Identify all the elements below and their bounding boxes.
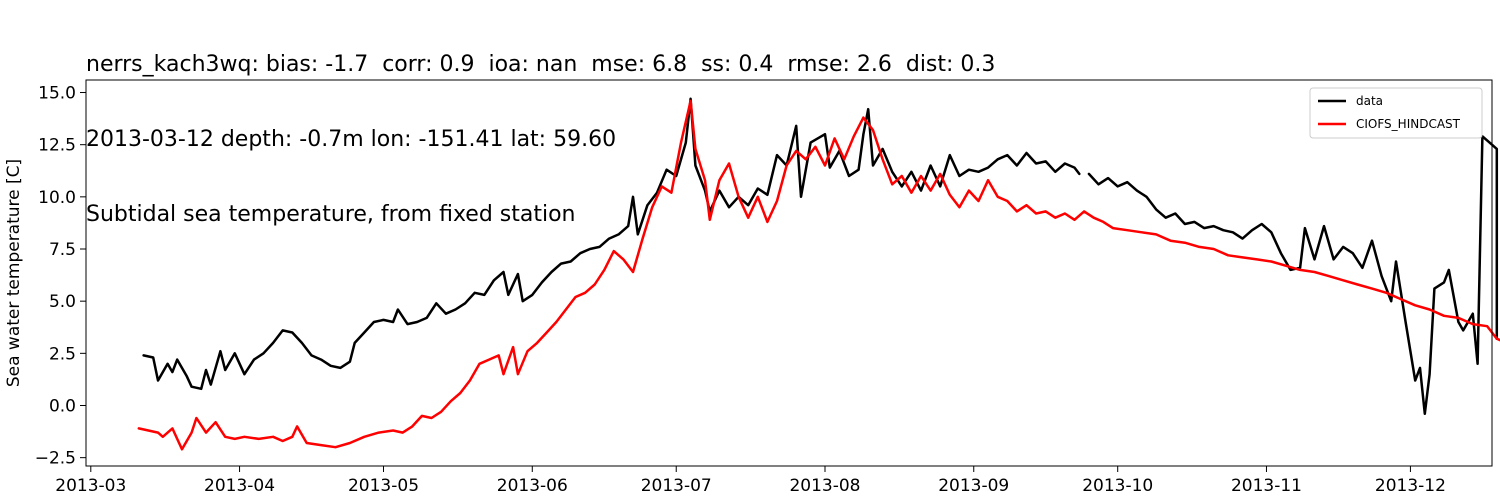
x-tick-label: 2013-11	[1231, 476, 1302, 496]
x-tick-label: 2013-05	[348, 476, 419, 496]
y-axis: −2.5 0.0 2.5 5.0 7.5 10.0 12.5 15.0	[35, 84, 86, 469]
series-line-data-segment-1	[142, 97, 1081, 391]
y-tick-label: 2.5	[49, 344, 76, 364]
legend-label: data	[1356, 94, 1383, 108]
x-tick-label: 2013-08	[789, 476, 860, 496]
title-line-stats: nerrs_kach3wq: bias: -1.7 corr: 0.9 ioa:…	[86, 52, 996, 77]
title-line-station: 2013-03-12 depth: -0.7m lon: -151.41 lat…	[86, 127, 617, 152]
x-axis: 2013-03 2013-04 2013-05 2013-06 2013-07 2013-…	[55, 466, 1446, 496]
y-tick-label: 15.0	[38, 84, 76, 104]
plot-frame	[85, 79, 1493, 467]
y-tick-label: 12.5	[38, 136, 76, 156]
legend: data CIOFS_HINDCAST	[1309, 87, 1483, 139]
y-tick-label: 0.0	[49, 396, 76, 416]
x-tick-label: 2013-10	[1082, 476, 1153, 496]
series-line-data-segment-2	[1087, 135, 1499, 416]
legend-box	[1309, 87, 1483, 139]
x-tick-label: 2013-12	[1375, 476, 1446, 496]
y-tick-label: 10.0	[38, 188, 76, 208]
chart-title: nerrs_kach3wq: bias: -1.7 corr: 0.9 ioa:…	[86, 2, 995, 252]
y-tick-label: 7.5	[49, 240, 76, 260]
legend-label: CIOFS_HINDCAST	[1356, 117, 1461, 131]
series-layer	[137, 97, 1500, 451]
series-line-ciofs-hindcast-segment-1	[137, 99, 1500, 451]
x-tick-label: 2013-03	[55, 476, 126, 496]
x-tick-label: 2013-09	[938, 476, 1009, 496]
x-tick-label: 2013-06	[497, 476, 568, 496]
y-tick-label: 5.0	[49, 292, 76, 312]
x-tick-label: 2013-07	[641, 476, 712, 496]
y-axis-label: Sea water temperature [C]	[4, 159, 24, 387]
x-tick-label: 2013-04	[204, 476, 275, 496]
y-tick-label: −2.5	[35, 449, 76, 469]
title-line-description: Subtidal sea temperature, from fixed sta…	[86, 202, 576, 227]
